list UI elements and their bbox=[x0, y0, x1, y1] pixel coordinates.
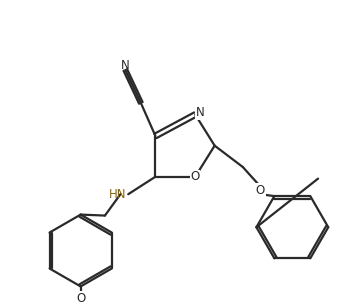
Text: N: N bbox=[121, 59, 130, 71]
Text: O: O bbox=[76, 292, 85, 304]
Text: HN: HN bbox=[109, 188, 126, 201]
Text: O: O bbox=[191, 170, 200, 183]
Text: N: N bbox=[196, 106, 204, 119]
Text: O: O bbox=[256, 184, 265, 197]
